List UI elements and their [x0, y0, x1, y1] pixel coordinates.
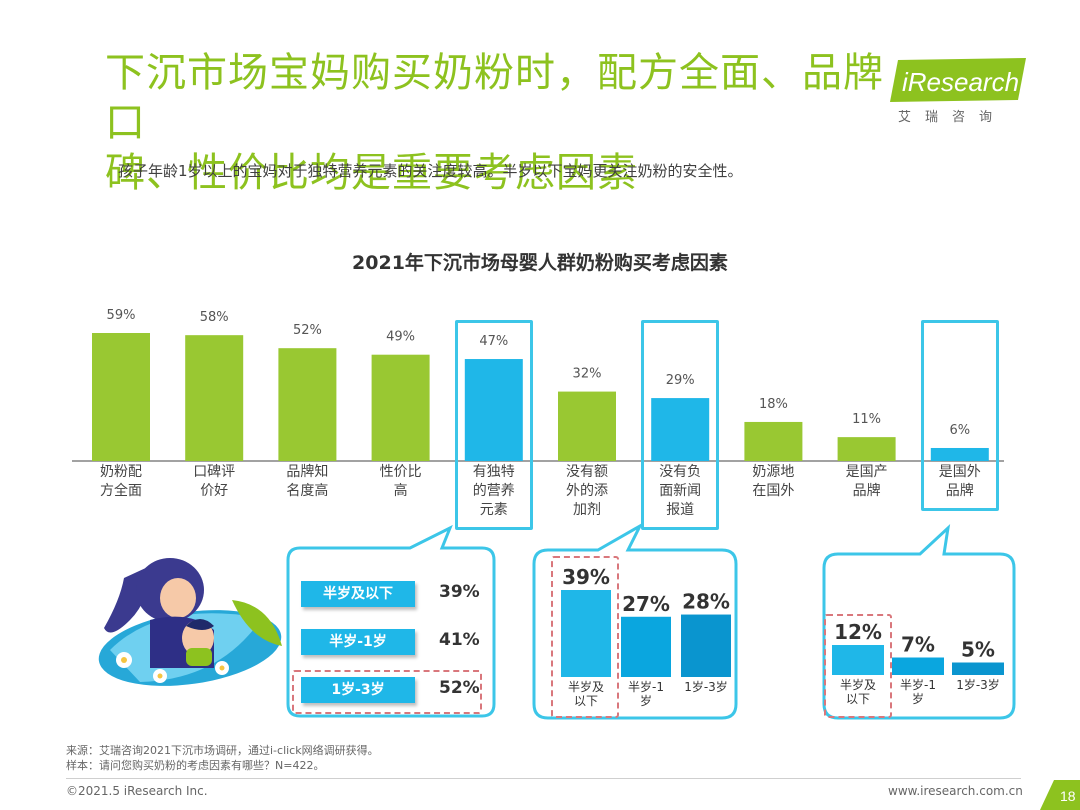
- sub3-category-0: 半岁及 以下: [839, 678, 876, 706]
- sub2-bar-0: [561, 590, 611, 677]
- callout-bubble-nutrition: [286, 524, 496, 718]
- page-title: 下沉市场宝妈购买奶粉时，配方全面、品牌口 碑、性价比均是重要考虑因素: [105, 48, 905, 198]
- sub2-category-1: 半岁-1 岁: [628, 680, 664, 708]
- sub2-category-2: 1岁-3岁: [684, 680, 728, 694]
- bar-value-label-2: 52%: [293, 323, 322, 338]
- source-line: 来源：艾瑞咨询2021下沉市场调研，通过i-click网络调研获得。: [66, 744, 379, 757]
- highlight-box-4: [454, 320, 533, 530]
- sample-line: 样本：请问您购买奶粉的考虑因素有哪些？N=422。: [66, 759, 325, 772]
- sub2-value-0: 39%: [562, 565, 610, 589]
- footer-divider: [66, 778, 1021, 779]
- page-title-line2: 碑、性价比均是重要考虑因素: [105, 150, 638, 196]
- sub2-value-2: 28%: [682, 590, 730, 614]
- sub3-value-2: 5%: [961, 638, 995, 662]
- bar-value-label-0: 59%: [107, 308, 136, 323]
- sub3-bar-0: [832, 645, 884, 675]
- sub3-category-2: 1岁-3岁: [956, 678, 1000, 692]
- emphasis-box-news: [551, 556, 619, 718]
- bar-6: [651, 398, 710, 461]
- page-number: 18: [1060, 788, 1076, 804]
- category-label-3: 性价比高: [379, 464, 422, 499]
- bar-4: [464, 359, 523, 461]
- bar-value-label-5: 32%: [573, 367, 602, 382]
- age-value-1: 41%: [439, 630, 480, 650]
- category-label-8: 是国产 品牌: [845, 464, 888, 499]
- page-title-line1: 下沉市场宝妈购买奶粉时，配方全面、品牌口: [105, 50, 884, 146]
- bar-1: [185, 335, 244, 461]
- category-label-0: 奶粉配 方全面: [100, 464, 142, 499]
- age-pill-0: 半岁及以下: [301, 581, 415, 607]
- bar-value-label-6: 29%: [666, 373, 695, 388]
- sub2-bar-2: [681, 614, 731, 677]
- logo-text: iResearch: [902, 67, 1019, 97]
- bar-0: [92, 333, 150, 461]
- logo-tagline: 艾瑞咨询: [898, 110, 1007, 125]
- age-value-0: 39%: [439, 582, 480, 602]
- page-subtitle: 孩子年龄1岁以上的宝妈对于独特营养元素的关注度较高。半岁以下宝妈更关注奶粉的安全…: [118, 162, 743, 180]
- main-bar-chart: 59% 58% 52% 49% 47% 32% 29% 18% 11% 6%: [72, 308, 1004, 462]
- sub2-category-0: 半岁及 以下: [567, 680, 604, 708]
- bar-5: [558, 391, 616, 461]
- sub3-category-1: 半岁-1 岁: [900, 678, 936, 706]
- highlight-box-6: [641, 320, 720, 530]
- category-label-6: 没有负 面新闻 报道: [659, 464, 702, 518]
- category-label-9: 是国外 品牌: [938, 464, 981, 499]
- page-number-badge: 18: [1040, 780, 1080, 810]
- sub2-value-1: 27%: [622, 592, 670, 616]
- bar-3: [371, 354, 430, 461]
- bar-2: [278, 348, 337, 461]
- emphasis-box-foreign: [824, 614, 892, 718]
- source-note: 来源：艾瑞咨询2021下沉市场调研，通过i-click网络调研获得。 样本：请问…: [66, 743, 379, 773]
- bar-8: [837, 437, 896, 461]
- website-link[interactable]: www.iresearch.com.cn: [888, 784, 1023, 798]
- sub3-value-1: 7%: [901, 633, 935, 657]
- bar-value-label-1: 58%: [200, 310, 229, 325]
- category-label-2: 品牌知 名度高: [286, 464, 329, 499]
- highlight-box-9: [920, 320, 999, 511]
- copyright: ©2021.5 iResearch Inc.: [66, 784, 208, 798]
- sub2-bar-1: [621, 616, 671, 677]
- bar-7: [744, 421, 803, 461]
- sub3-value-0: 12%: [834, 620, 882, 644]
- category-label-1: 口碑评 价好: [193, 464, 236, 499]
- age-value-2: 52%: [439, 678, 480, 698]
- bar-value-label-3: 49%: [386, 330, 415, 345]
- category-label-4: 有独特 的营养 元素: [472, 464, 515, 518]
- sub3-bar-1: [892, 657, 944, 675]
- age-pill-1: 半岁-1岁: [301, 629, 415, 655]
- mother-baby-illustration: [98, 558, 282, 686]
- bar-value-label-9: 6%: [949, 423, 970, 438]
- chart-title: 2021年下沉市场母婴人群奶粉购买考虑因素: [352, 252, 728, 274]
- category-label-7: 奶源地 在国外: [752, 464, 795, 499]
- age-pill-2: 1岁-3岁: [301, 677, 415, 703]
- sub-bar-charts: 39% 27% 28% 12% 7% 5%: [561, 565, 1004, 677]
- bar-value-label-7: 18%: [759, 397, 788, 412]
- iresearch-logo: iResearch: [890, 58, 1026, 102]
- emphasis-box-nutrition: [292, 670, 482, 714]
- bar-9: [930, 447, 989, 461]
- bar-value-label-8: 11%: [852, 412, 881, 427]
- bar-value-label-4: 47%: [479, 334, 508, 349]
- category-label-5: 没有额 外的添 加剂: [566, 464, 608, 518]
- sub3-bar-2: [952, 662, 1004, 675]
